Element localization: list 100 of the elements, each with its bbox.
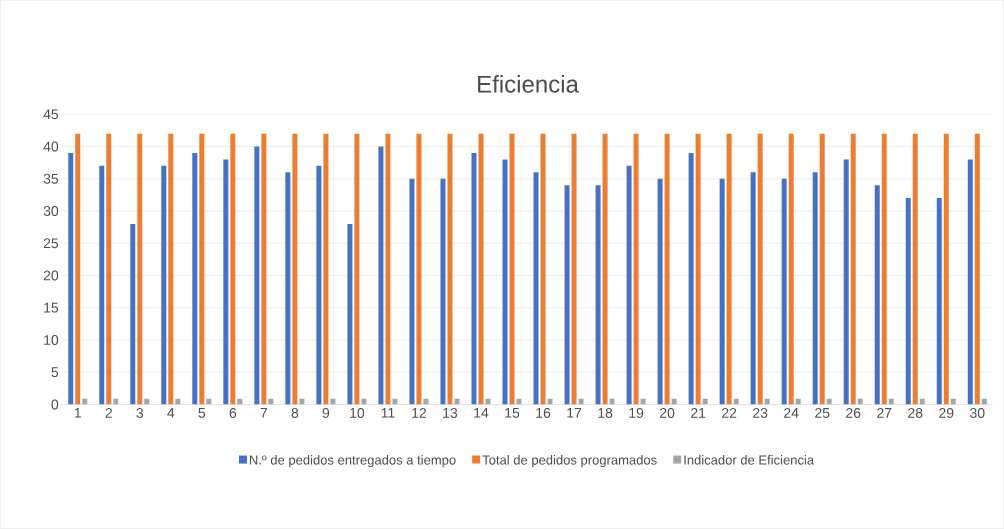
bar bbox=[509, 133, 515, 405]
bar bbox=[471, 153, 477, 405]
bar bbox=[850, 133, 856, 405]
bar bbox=[447, 133, 453, 405]
bar bbox=[695, 133, 701, 405]
bar bbox=[440, 178, 446, 405]
y-tick-label: 35 bbox=[43, 173, 59, 184]
y-tick-label: 25 bbox=[43, 238, 59, 249]
bar bbox=[168, 133, 174, 405]
x-tick-label: 18 bbox=[598, 408, 613, 419]
x-tick-label: 8 bbox=[291, 408, 299, 419]
x-tick-label: 17 bbox=[567, 408, 582, 418]
bar bbox=[316, 166, 322, 405]
bar bbox=[230, 133, 236, 405]
legend-label: Total de pedidos programados bbox=[482, 455, 657, 468]
x-tick-label: 2 bbox=[105, 408, 112, 418]
bar bbox=[571, 133, 577, 405]
bar bbox=[502, 159, 508, 405]
bar bbox=[106, 133, 112, 405]
x-tick-label: 3 bbox=[136, 408, 144, 419]
bar bbox=[292, 133, 298, 405]
bar bbox=[378, 146, 384, 405]
bar bbox=[68, 153, 74, 405]
x-tick-label: 22 bbox=[722, 408, 737, 418]
bar bbox=[261, 133, 267, 405]
bar bbox=[416, 133, 422, 405]
bar bbox=[974, 133, 980, 405]
x-tick-label: 16 bbox=[536, 408, 551, 419]
x-tick-label: 25 bbox=[815, 408, 830, 419]
bar bbox=[485, 398, 491, 405]
y-tick-label: 10 bbox=[44, 335, 59, 346]
bar bbox=[719, 178, 725, 405]
x-tick-label: 14 bbox=[474, 408, 489, 418]
bar bbox=[726, 133, 732, 405]
x-tick-label: 12 bbox=[412, 408, 427, 418]
x-tick-label: 9 bbox=[322, 408, 330, 419]
x-tick-label: 6 bbox=[229, 408, 237, 419]
x-tick-label: 29 bbox=[939, 408, 954, 419]
bar bbox=[478, 133, 484, 405]
bar bbox=[540, 133, 546, 405]
bar bbox=[936, 198, 942, 405]
bar bbox=[912, 133, 918, 405]
x-tick-label: 4 bbox=[167, 408, 175, 418]
bar bbox=[757, 133, 763, 405]
bar bbox=[409, 178, 415, 405]
x-tick-label: 24 bbox=[784, 408, 799, 418]
bar bbox=[657, 178, 663, 405]
bar bbox=[564, 185, 570, 405]
x-tick-label: 21 bbox=[691, 408, 706, 418]
bar bbox=[137, 133, 143, 405]
bar bbox=[943, 133, 949, 405]
x-tick-label: 1 bbox=[74, 408, 81, 418]
legend-label: Indicador de Eficiencia bbox=[684, 455, 815, 465]
bar bbox=[626, 166, 632, 405]
bar bbox=[99, 166, 105, 405]
x-tick-label: 30 bbox=[970, 408, 985, 419]
x-tick-label: 28 bbox=[908, 408, 923, 419]
bar bbox=[812, 172, 818, 405]
bar bbox=[199, 133, 205, 405]
x-tick-label: 11 bbox=[381, 408, 395, 418]
x-tick-label: 23 bbox=[753, 408, 768, 419]
x-tick-label: 20 bbox=[660, 408, 675, 419]
x-tick-label: 26 bbox=[846, 408, 861, 419]
bar bbox=[533, 172, 539, 405]
y-tick-label: 45 bbox=[43, 109, 59, 120]
bar bbox=[602, 133, 608, 405]
bar bbox=[254, 146, 260, 405]
bar bbox=[323, 133, 329, 405]
bar bbox=[161, 166, 167, 405]
bar bbox=[223, 159, 229, 405]
bar bbox=[881, 133, 887, 405]
bar bbox=[285, 172, 291, 405]
y-tick-label: 40 bbox=[43, 141, 59, 152]
bar bbox=[130, 224, 136, 405]
x-tick-label: 15 bbox=[505, 408, 520, 418]
bar bbox=[967, 159, 973, 405]
bar bbox=[664, 133, 670, 405]
bar bbox=[750, 172, 756, 405]
y-tick-label: 30 bbox=[43, 206, 59, 217]
y-tick-label: 15 bbox=[44, 302, 59, 313]
x-tick-label: 13 bbox=[443, 408, 458, 419]
x-tick-label: 5 bbox=[198, 408, 206, 418]
bar bbox=[192, 153, 198, 405]
y-tick-label: 20 bbox=[43, 270, 59, 281]
legend-label: N.º de pedidos entregados a tiempo bbox=[250, 455, 456, 468]
bar bbox=[688, 153, 694, 405]
bar bbox=[595, 185, 601, 405]
bar bbox=[781, 178, 787, 405]
x-tick-label: 19 bbox=[629, 408, 644, 419]
bar bbox=[354, 133, 360, 405]
chart-title: Eficiencia bbox=[478, 75, 579, 93]
bar bbox=[347, 224, 353, 405]
x-tick-label: 27 bbox=[877, 408, 892, 418]
bar bbox=[75, 133, 81, 405]
bar bbox=[385, 133, 391, 405]
y-tick-label: 0 bbox=[51, 399, 59, 410]
bar bbox=[905, 198, 911, 405]
bar bbox=[843, 159, 849, 405]
y-tick-label: 5 bbox=[51, 367, 59, 378]
bar bbox=[788, 133, 794, 405]
